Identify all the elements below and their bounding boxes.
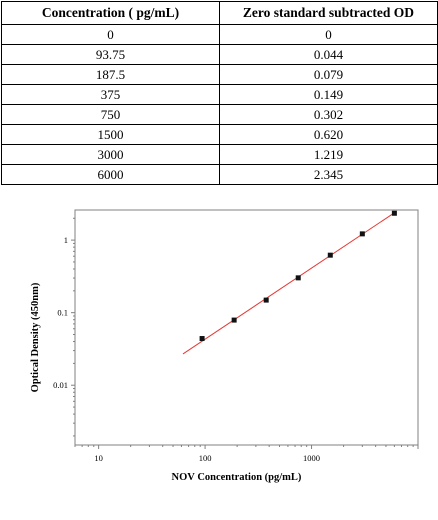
cell-concentration: 187.5: [1, 64, 220, 85]
y-tick-label: 0.1: [57, 308, 68, 318]
data-point: [231, 317, 237, 323]
data-points: [199, 210, 397, 342]
x-axis-label: NOV Concentration (pg/mL): [172, 472, 302, 483]
data-point: [327, 252, 333, 258]
table-row: 3000 1.219: [1, 144, 438, 165]
data-point: [391, 210, 397, 216]
y-tick-label: 0.01: [53, 380, 68, 390]
fit-line-group: [182, 212, 395, 355]
cell-od: 2.345: [219, 164, 438, 185]
cell-concentration: 375: [1, 84, 220, 105]
cell-concentration: 3000: [1, 144, 220, 165]
cell-concentration: 6000: [1, 164, 220, 185]
column-header-od: Zero standard subtracted OD: [219, 1, 438, 25]
table-row: 750 0.302: [1, 104, 438, 125]
cell-od: 0.044: [219, 44, 438, 65]
x-tick-label: 100: [199, 453, 212, 463]
cell-od: 0: [219, 24, 438, 45]
data-point: [199, 336, 205, 342]
standard-curve-chart: 10 100 1000 0.01 0.1 1 NOV Concentration (pg…: [30, 209, 419, 483]
cell-od: 0.302: [219, 104, 438, 125]
y-tick-label: 1: [64, 235, 68, 245]
table-row: 6000 2.345: [1, 164, 438, 185]
plot-frame: [74, 209, 419, 446]
cell-od: 1.219: [219, 144, 438, 165]
column-header-concentration: Concentration ( pg/mL): [1, 1, 220, 25]
x-tick-label: 1000: [303, 453, 320, 463]
cell-od: 0.620: [219, 124, 438, 145]
x-tick-label: 10: [94, 453, 103, 463]
standard-curve-table: Concentration ( pg/mL) Zero standard sub…: [1, 1, 438, 185]
cell-concentration: 1500: [1, 124, 220, 145]
table-header-row: Concentration ( pg/mL) Zero standard sub…: [1, 1, 438, 25]
data-point: [263, 297, 269, 303]
table-row: 1500 0.620: [1, 124, 438, 145]
cell-od: 0.149: [219, 84, 438, 105]
table-row: 187.5 0.079: [1, 64, 438, 85]
y-axis-ticks: 0.01 0.1 1: [53, 217, 75, 437]
data-point: [295, 275, 301, 281]
table-row: 375 0.149: [1, 84, 438, 105]
x-axis-ticks: 10 100 1000: [74, 445, 419, 463]
cell-od: 0.079: [219, 64, 438, 85]
fit-line: [182, 212, 395, 355]
cell-concentration: 0: [1, 24, 220, 45]
cell-concentration: 93.75: [1, 44, 220, 65]
cell-concentration: 750: [1, 104, 220, 125]
table-row: 93.75 0.044: [1, 44, 438, 65]
y-axis-label: Optical Density (450nm): [30, 282, 41, 392]
table-row: 0 0: [1, 24, 438, 45]
data-point: [359, 231, 365, 237]
